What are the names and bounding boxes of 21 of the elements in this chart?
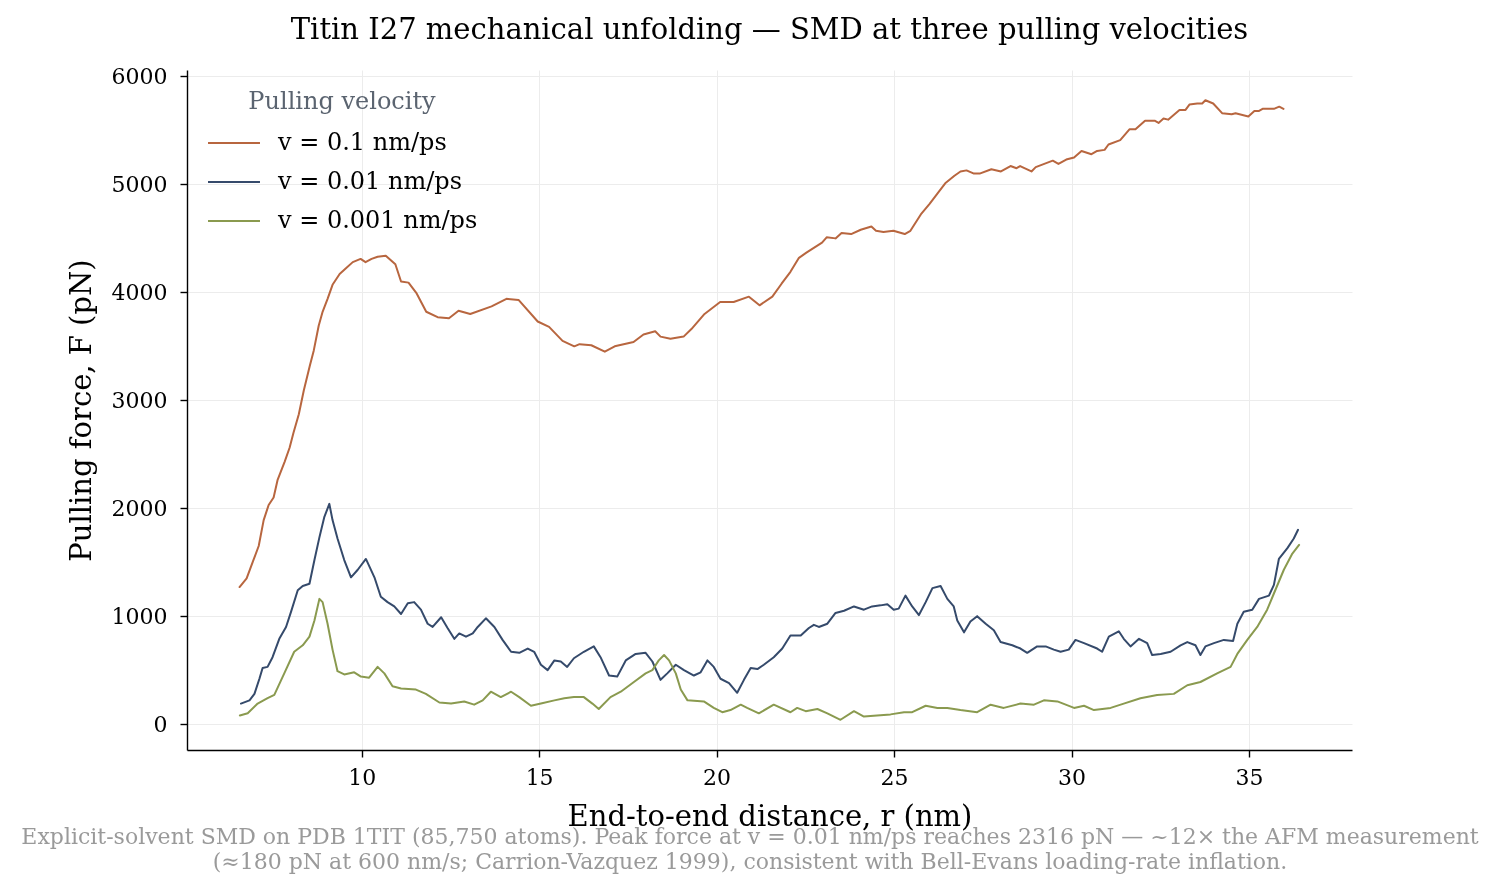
x-tick-label: 35 [1235, 764, 1264, 790]
y-tick-label: 6000 [111, 63, 168, 89]
line-series [239, 502, 1300, 705]
y-tick-label: 0 [153, 711, 168, 737]
y-axis-title: Pulling force, F (pN) [63, 259, 98, 562]
x-tick-label: 25 [880, 764, 909, 790]
legend-title: Pulling velocity [248, 87, 437, 115]
x-tick-label: 20 [703, 764, 732, 790]
y-tick-label: 3000 [111, 387, 168, 413]
x-tick-label: 10 [348, 764, 377, 790]
legend-label: v = 0.001 nm/ps [277, 206, 478, 234]
y-tick-label: 5000 [111, 171, 168, 197]
chart-title: Titin I27 mechanical unfolding — SMD at three pulling velocities [290, 12, 1249, 47]
legend-label: v = 0.1 nm/ps [277, 128, 447, 156]
y-tick-label: 2000 [111, 495, 168, 521]
x-tick-label: 15 [525, 764, 554, 790]
x-tick-label: 30 [1058, 764, 1087, 790]
y-tick-label: 1000 [111, 603, 168, 629]
y-tick-label: 4000 [111, 279, 168, 305]
legend-label: v = 0.01 nm/ps [277, 167, 462, 195]
line-series [238, 543, 1301, 721]
